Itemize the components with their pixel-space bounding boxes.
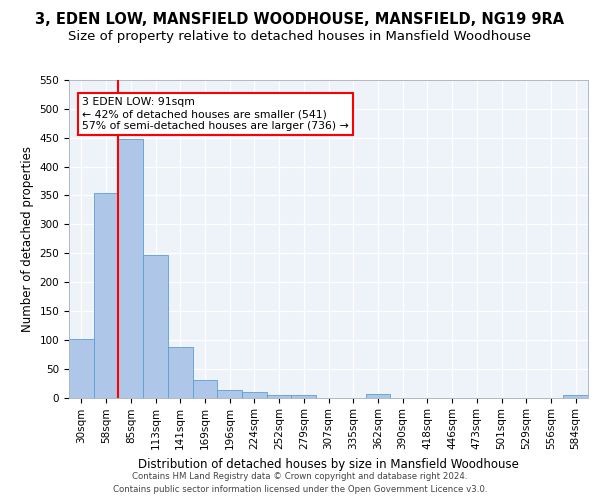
Bar <box>118 140 143 398</box>
Text: Size of property relative to detached houses in Mansfield Woodhouse: Size of property relative to detached ho… <box>68 30 532 43</box>
Bar <box>242 392 267 398</box>
X-axis label: Distribution of detached houses by size in Mansfield Woodhouse: Distribution of detached houses by size … <box>138 458 519 470</box>
Bar <box>168 346 193 398</box>
Bar <box>193 380 217 398</box>
Y-axis label: Number of detached properties: Number of detached properties <box>21 146 34 332</box>
Bar <box>267 394 292 398</box>
Bar <box>94 192 118 398</box>
Text: Contains HM Land Registry data © Crown copyright and database right 2024.
Contai: Contains HM Land Registry data © Crown c… <box>113 472 487 494</box>
Bar <box>365 394 390 398</box>
Bar <box>563 394 588 398</box>
Bar <box>217 390 242 398</box>
Text: 3 EDEN LOW: 91sqm
← 42% of detached houses are smaller (541)
57% of semi-detache: 3 EDEN LOW: 91sqm ← 42% of detached hous… <box>82 98 349 130</box>
Text: 3, EDEN LOW, MANSFIELD WOODHOUSE, MANSFIELD, NG19 9RA: 3, EDEN LOW, MANSFIELD WOODHOUSE, MANSFI… <box>35 12 565 27</box>
Bar <box>69 338 94 398</box>
Bar <box>143 256 168 398</box>
Bar <box>292 395 316 398</box>
